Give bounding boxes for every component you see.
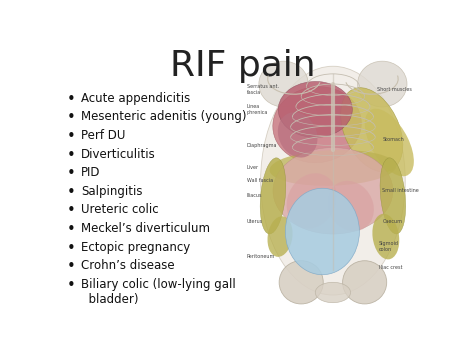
Ellipse shape	[287, 173, 337, 229]
Ellipse shape	[373, 214, 399, 260]
Text: Peritoneum: Peritoneum	[246, 255, 275, 260]
Ellipse shape	[343, 261, 387, 304]
Ellipse shape	[278, 82, 352, 137]
Ellipse shape	[380, 158, 406, 234]
Text: •: •	[66, 92, 75, 107]
Ellipse shape	[261, 66, 405, 295]
Text: Wall fascia: Wall fascia	[246, 178, 273, 183]
Text: Sigmoid
colon: Sigmoid colon	[379, 241, 399, 252]
Ellipse shape	[260, 158, 286, 234]
Ellipse shape	[341, 88, 403, 172]
Text: Iliacus: Iliacus	[246, 193, 262, 198]
Text: •: •	[66, 222, 75, 237]
Text: •: •	[66, 278, 75, 293]
Text: Stomach: Stomach	[383, 137, 404, 142]
Text: •: •	[66, 203, 75, 218]
Text: Short muscles: Short muscles	[377, 87, 412, 92]
Text: •: •	[66, 110, 75, 125]
Text: Salpingitis: Salpingitis	[82, 185, 143, 198]
Ellipse shape	[279, 261, 323, 304]
Text: RIF pain: RIF pain	[170, 49, 316, 83]
Text: •: •	[66, 259, 75, 274]
Ellipse shape	[270, 150, 396, 186]
Text: Iliac crest: Iliac crest	[379, 264, 402, 269]
Text: PID: PID	[82, 166, 101, 179]
Ellipse shape	[315, 282, 351, 303]
Text: Serratus ant.
fascia: Serratus ant. fascia	[246, 84, 279, 94]
Text: Small intestine: Small intestine	[383, 188, 419, 193]
Text: Acute appendicitis: Acute appendicitis	[82, 92, 191, 105]
Ellipse shape	[357, 61, 407, 107]
Text: Biliary colic (low-lying gall
  bladder): Biliary colic (low-lying gall bladder)	[82, 278, 236, 306]
Text: Diaphragma: Diaphragma	[246, 143, 277, 148]
Text: Caecum: Caecum	[383, 219, 402, 224]
Text: Liver: Liver	[246, 165, 259, 170]
Text: Diverticulitis: Diverticulitis	[82, 148, 156, 160]
Text: Crohn’s disease: Crohn’s disease	[82, 259, 175, 272]
Ellipse shape	[267, 216, 292, 257]
Text: Perf DU: Perf DU	[82, 129, 126, 142]
Ellipse shape	[278, 112, 318, 158]
Ellipse shape	[273, 148, 393, 234]
Text: •: •	[66, 240, 75, 256]
Ellipse shape	[365, 109, 414, 176]
Text: •: •	[66, 185, 75, 200]
Text: Mesenteric adenitis (young): Mesenteric adenitis (young)	[82, 110, 247, 124]
Text: •: •	[66, 148, 75, 163]
Text: Ureteric colic: Ureteric colic	[82, 203, 159, 216]
Bar	[245, 54, 421, 308]
Ellipse shape	[273, 87, 361, 163]
Text: Ectopic pregnancy: Ectopic pregnancy	[82, 240, 191, 253]
Ellipse shape	[285, 188, 359, 275]
Ellipse shape	[327, 181, 374, 231]
Text: Uterus: Uterus	[246, 219, 263, 224]
Ellipse shape	[259, 61, 308, 107]
Text: •: •	[66, 129, 75, 144]
Text: •: •	[66, 166, 75, 181]
Text: Linea
phrenica: Linea phrenica	[246, 104, 268, 115]
Text: Meckel’s diverticulum: Meckel’s diverticulum	[82, 222, 210, 235]
